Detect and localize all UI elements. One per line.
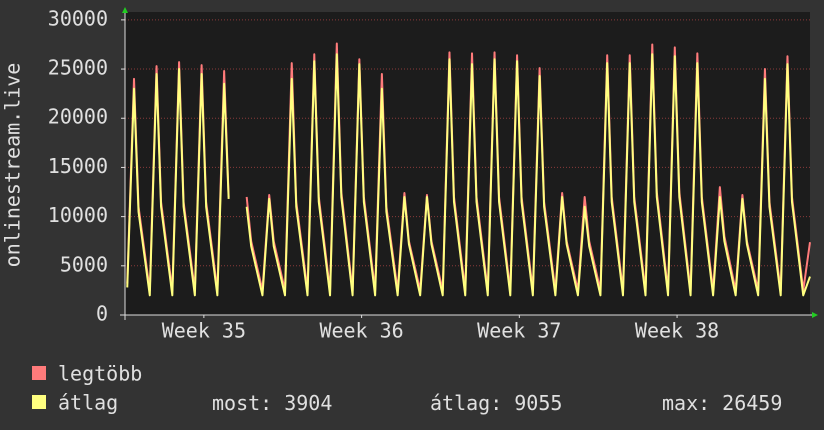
plot-area: [125, 12, 810, 315]
y-arrow: [122, 7, 128, 13]
stat-value: 3904: [284, 391, 332, 415]
y-axis-title: onlinestream.live: [1, 63, 25, 268]
y-tick-label: 15000: [48, 154, 108, 178]
series-line: [126, 53, 811, 297]
y-tick-label: 25000: [48, 56, 108, 80]
y-tick-label: 10000: [48, 203, 108, 227]
x-tick-label: Week 35: [162, 319, 246, 343]
x-arrow: [812, 312, 818, 318]
tick-labels: 0 5000 10000 15000 20000 25000 30000 Week 35 Wee…: [48, 6, 719, 342]
stat-label: átlag:: [430, 391, 502, 415]
stat-value: 26459: [722, 391, 782, 415]
x-tick-label: Week 38: [635, 319, 719, 343]
stat-value: 9055: [514, 391, 562, 415]
stat-label: max:: [662, 391, 710, 415]
legend-swatch: [32, 395, 46, 409]
stat: átlag: 9055: [430, 391, 562, 415]
legend-label: átlag: [58, 391, 118, 415]
y-tick-label: 20000: [48, 105, 108, 129]
y-tick-label: 30000: [48, 6, 108, 30]
stat-label: most:: [212, 391, 272, 415]
y-tick-label: 0: [96, 302, 108, 326]
lines: [126, 42, 811, 297]
x-tick-label: Week 37: [477, 319, 561, 343]
x-tick-label: Week 36: [319, 319, 403, 343]
y-tick-label: 5000: [60, 252, 108, 276]
stat: most: 3904: [212, 391, 332, 415]
stat: max: 26459: [662, 391, 782, 415]
legend-swatch: [32, 366, 46, 380]
legend-label: legtöbb: [58, 362, 142, 386]
